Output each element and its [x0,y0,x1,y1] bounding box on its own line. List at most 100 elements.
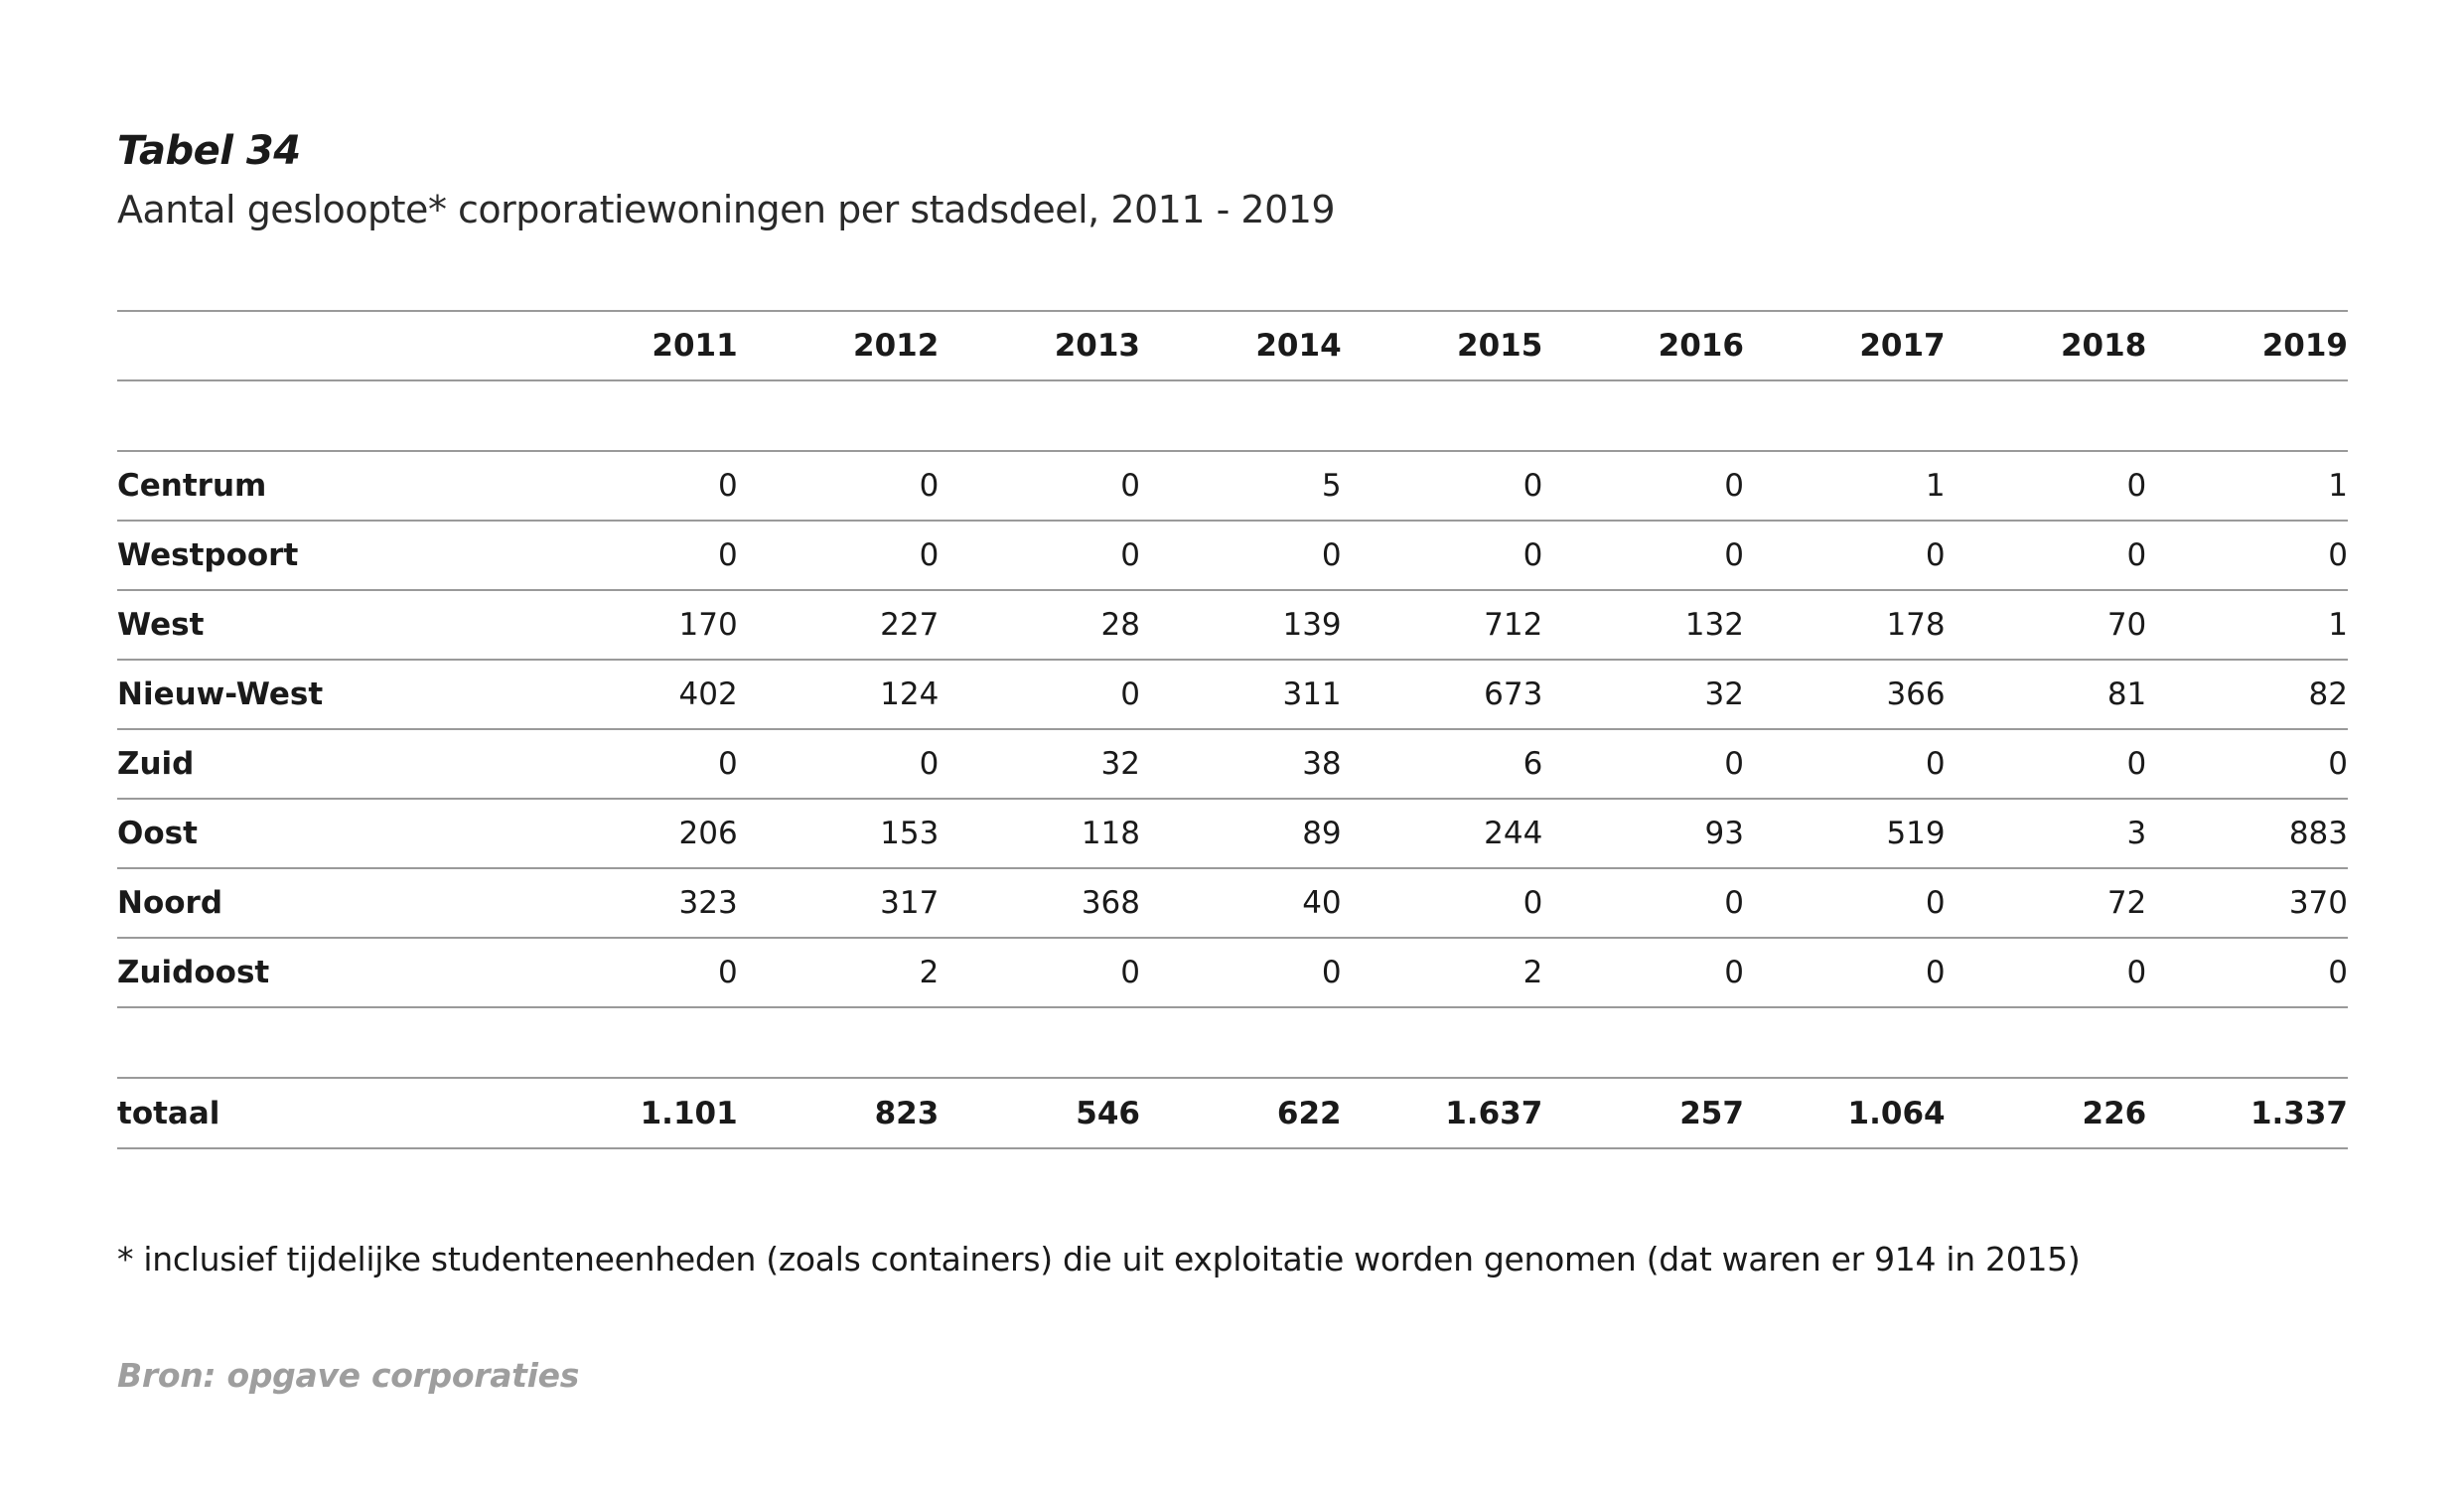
value-cell: 124 [737,660,940,730]
value-cell: 370 [2146,868,2348,939]
value-cell: 0 [1542,521,1744,591]
row-label: Westpoort [117,521,537,591]
header-year: 2011 [536,310,738,381]
value-cell: 153 [737,799,940,869]
value-cell: 0 [1743,521,1946,591]
value-cell: 0 [1743,938,1946,1008]
row-label: Oost [117,799,537,869]
value-cell: 5 [1139,451,1342,522]
header-year: 2017 [1743,310,1946,381]
value-cell: 3 [1945,799,2147,869]
header-row: 2011 2012 2013 2014 2015 2016 2017 2018 … [117,310,2348,381]
table-row: Centrum 0 0 0 5 0 0 1 0 1 [117,451,2348,522]
value-cell: 1 [2146,590,2348,661]
table-row: West 170 227 28 139 712 132 178 70 1 [117,590,2348,661]
value-cell: 712 [1341,590,1543,661]
value-cell: 0 [536,729,738,800]
value-cell: 0 [1139,938,1342,1008]
header-year: 2014 [1139,310,1342,381]
total-row: totaal 1.101 823 546 622 1.637 257 1.064… [117,1078,2348,1149]
value-cell: 673 [1341,660,1543,730]
value-cell: 0 [1542,938,1744,1008]
row-label: Zuidoost [117,938,537,1008]
total-value: 257 [1542,1078,1744,1149]
header-year: 2015 [1341,310,1543,381]
value-cell: 93 [1542,799,1744,869]
table-row: Zuid 0 0 32 38 6 0 0 0 0 [117,729,2348,800]
spacer-row [117,380,2348,452]
table-row: Zuidoost 0 2 0 0 2 0 0 0 0 [117,938,2348,1008]
footnote: * inclusief tijdelijke studenteneenheden… [117,1240,2081,1278]
value-cell: 0 [939,451,1140,522]
value-cell: 6 [1341,729,1543,800]
table-row: Westpoort 0 0 0 0 0 0 0 0 0 [117,521,2348,591]
value-cell: 0 [1542,451,1744,522]
value-cell: 0 [939,521,1140,591]
header-year: 2012 [737,310,940,381]
value-cell: 0 [536,938,738,1008]
table-row: Nieuw-West 402 124 0 311 673 32 366 81 8… [117,660,2348,730]
value-cell: 244 [1341,799,1543,869]
value-cell: 2 [737,938,940,1008]
table-header: 2011 2012 2013 2014 2015 2016 2017 2018 … [117,310,2348,381]
value-cell: 311 [1139,660,1342,730]
value-cell: 0 [1341,868,1543,939]
header-year: 2013 [939,310,1140,381]
value-cell: 72 [1945,868,2147,939]
header-year: 2016 [1542,310,1744,381]
header-label-cell [117,310,537,381]
value-cell: 0 [2146,729,2348,800]
total-value: 1.101 [536,1078,738,1149]
table-body: Centrum 0 0 0 5 0 0 1 0 1 Westpoort 0 0 … [117,380,2348,1149]
value-cell: 0 [1945,521,2147,591]
value-cell: 170 [536,590,738,661]
value-cell: 0 [1542,868,1744,939]
row-label: Zuid [117,729,537,800]
total-value: 1.064 [1743,1078,1946,1149]
value-cell: 227 [737,590,940,661]
total-value: 226 [1945,1078,2147,1149]
value-cell: 0 [1341,521,1543,591]
value-cell: 0 [2146,521,2348,591]
value-cell: 0 [1743,729,1946,800]
value-cell: 132 [1542,590,1744,661]
spacer-row [117,1007,2348,1079]
value-cell: 28 [939,590,1140,661]
value-cell: 317 [737,868,940,939]
value-cell: 139 [1139,590,1342,661]
value-cell: 118 [939,799,1140,869]
value-cell: 178 [1743,590,1946,661]
value-cell: 0 [2146,938,2348,1008]
value-cell: 0 [1139,521,1342,591]
value-cell: 2 [1341,938,1543,1008]
value-cell: 0 [1945,938,2147,1008]
value-cell: 32 [1542,660,1744,730]
value-cell: 519 [1743,799,1946,869]
value-cell: 323 [536,868,738,939]
value-cell: 402 [536,660,738,730]
value-cell: 0 [1743,868,1946,939]
header-year: 2019 [2146,310,2348,381]
header-year: 2018 [1945,310,2147,381]
value-cell: 0 [536,451,738,522]
value-cell: 0 [1945,451,2147,522]
value-cell: 0 [737,729,940,800]
value-cell: 0 [1542,729,1744,800]
table-title: Tabel 34 [117,128,301,174]
value-cell: 883 [2146,799,2348,869]
total-value: 546 [939,1078,1140,1149]
value-cell: 206 [536,799,738,869]
row-label: Noord [117,868,537,939]
row-label: Centrum [117,451,537,522]
value-cell: 40 [1139,868,1342,939]
table-row: Oost 206 153 118 89 244 93 519 3 883 [117,799,2348,869]
table-subtitle: Aantal gesloopte* corporatiewoningen per… [117,188,1336,231]
value-cell: 0 [1945,729,2147,800]
total-value: 622 [1139,1078,1342,1149]
demolition-table: 2011 2012 2013 2014 2015 2016 2017 2018 … [117,310,2348,1149]
value-cell: 81 [1945,660,2147,730]
value-cell: 89 [1139,799,1342,869]
value-cell: 1 [1743,451,1946,522]
value-cell: 82 [2146,660,2348,730]
value-cell: 368 [939,868,1140,939]
